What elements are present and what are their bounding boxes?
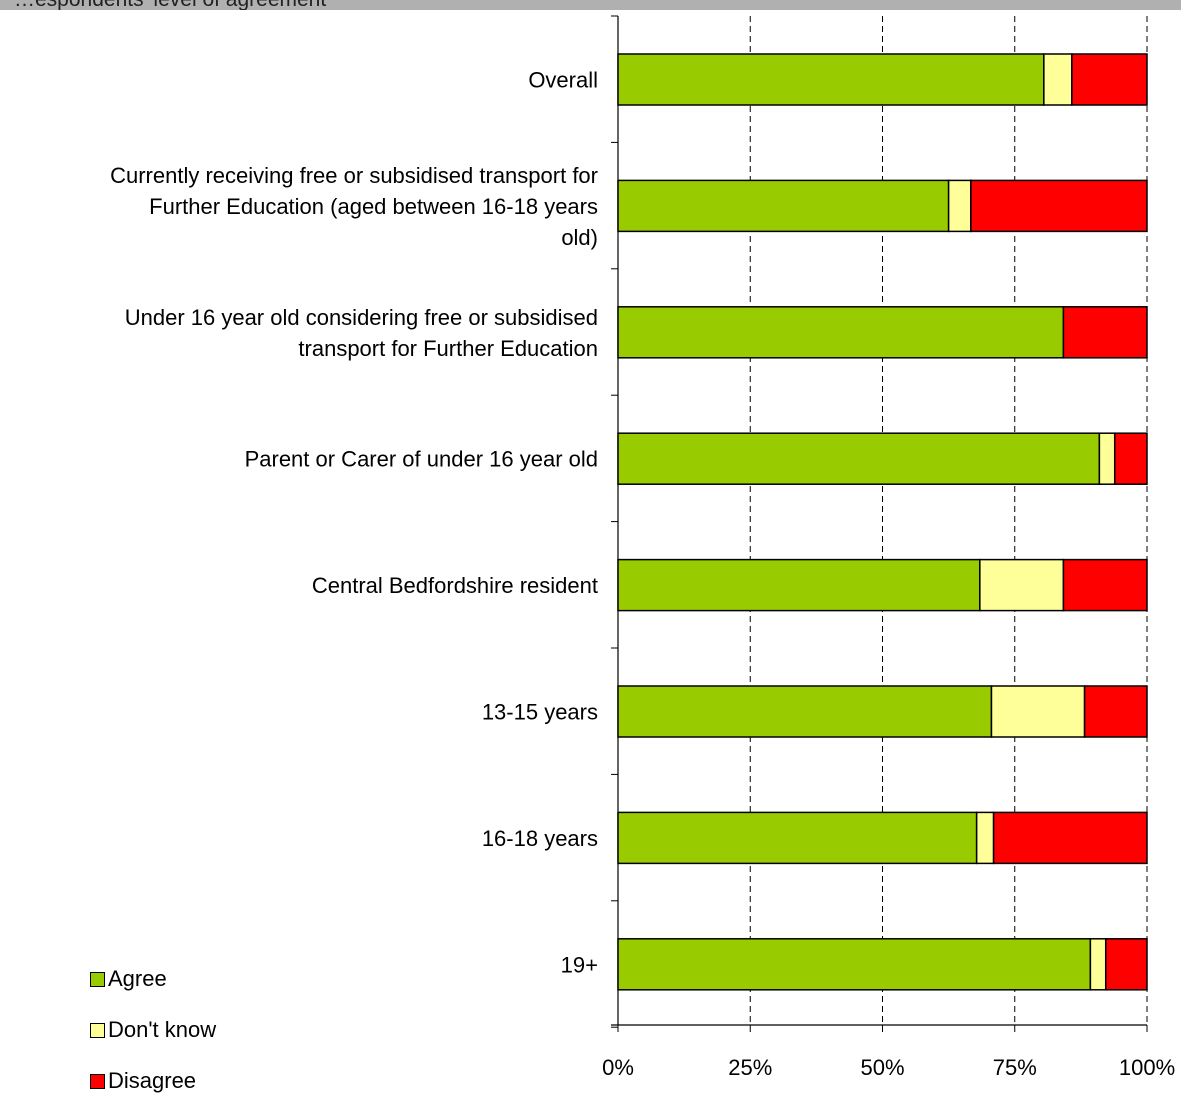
bar-disagree [1113,432,1148,485]
category-label: Further Education (aged between 16-18 ye… [149,194,598,219]
bar-agree [617,432,1101,485]
x-tick-label: 25% [728,1055,772,1080]
bar-disagree [1083,685,1148,738]
bar-don-t-know [975,811,995,865]
category-label: 16-18 years [482,826,598,851]
category-label: 19+ [561,952,598,977]
bar-disagree [1071,53,1148,106]
category-label: Overall [528,68,598,93]
legend-item: Don't know [90,1017,216,1043]
bar-agree [617,179,950,233]
x-tick-label: 0% [602,1055,634,1080]
legend-swatch [90,971,105,987]
bar-don-t-know [947,179,972,233]
legend-label: Don't know [108,1017,217,1042]
bar-agree [617,53,1045,106]
bar-agree [617,306,1065,359]
bar-agree [617,938,1092,991]
bar-disagree [992,811,1148,865]
legend-swatch [90,1073,105,1089]
bar-don-t-know [979,558,1065,612]
bar-don-t-know [990,685,1086,738]
legend-label: Disagree [108,1068,197,1093]
bar-agree [617,811,978,865]
category-label: 13-15 years [482,700,598,725]
legend-item: Agree [90,966,167,992]
bar-don-t-know [1043,53,1073,106]
bar-disagree [1062,306,1148,359]
chart-title: …espondents' level of agreement [14,0,326,10]
category-label: old) [561,225,598,250]
category-label: Parent or Carer of under 16 year old [245,447,598,472]
category-label: transport for Further Education [298,336,598,361]
bar-disagree [1104,938,1148,991]
legend-swatch [90,1022,105,1038]
bar-disagree [970,179,1148,233]
x-tick-label: 100% [1119,1055,1175,1080]
legend-label: Agree [108,966,167,991]
chart-title-strip: …espondents' level of agreement [0,0,1181,10]
bar-disagree [1062,558,1148,612]
x-tick-label: 75% [993,1055,1037,1080]
category-label: Currently receiving free or subsidised t… [110,163,598,188]
bar-don-t-know [1098,432,1116,485]
x-tick-label: 50% [860,1055,904,1080]
category-label: Central Bedfordshire resident [312,573,598,598]
bar-agree [617,558,981,612]
bar-don-t-know [1089,938,1107,991]
category-label: Under 16 year old considering free or su… [125,305,598,330]
bar-agree [617,685,993,738]
legend-item: Disagree [90,1068,196,1094]
